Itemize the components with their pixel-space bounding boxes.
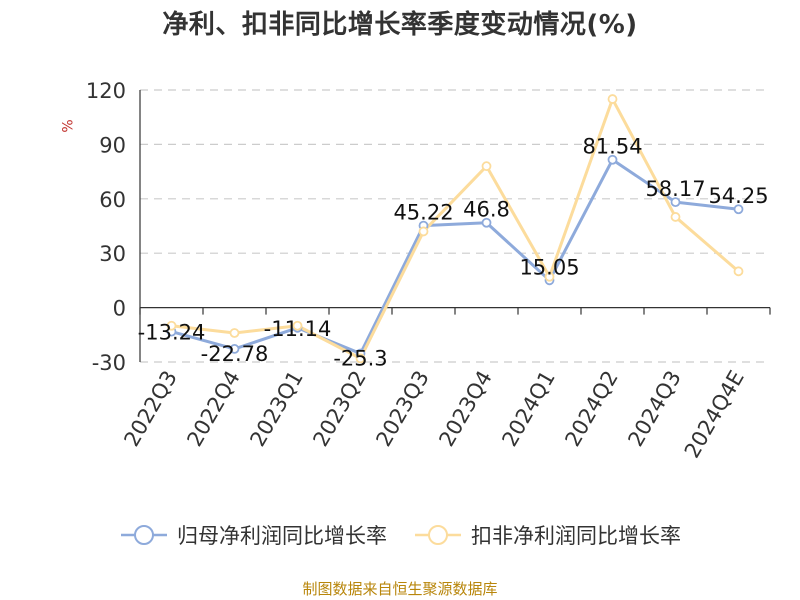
data-point[interactable] xyxy=(481,217,492,228)
legend-item-series1[interactable]: 归母净利润同比增长率 xyxy=(119,520,387,550)
data-label: 15.05 xyxy=(519,255,579,279)
y-tick-label: 120 xyxy=(86,79,126,103)
y-tick-label: 60 xyxy=(99,188,126,212)
data-point[interactable] xyxy=(607,94,618,104)
y-tick-label: 0 xyxy=(113,297,126,321)
data-label: 45.22 xyxy=(393,201,453,225)
legend-marker-series1 xyxy=(121,525,167,545)
data-point[interactable] xyxy=(733,266,744,277)
data-point[interactable] xyxy=(166,320,177,331)
x-tick-label: 2024Q1 xyxy=(497,367,559,451)
y-tick-label: 90 xyxy=(99,133,126,157)
x-tick-label: 2024Q3 xyxy=(623,367,685,451)
data-label: -11.14 xyxy=(264,317,332,341)
x-tick-label: 2022Q4 xyxy=(182,367,244,451)
data-point[interactable] xyxy=(607,154,618,165)
x-tick-label: 2024Q4E xyxy=(680,367,749,463)
legend-label-series1: 归母净利润同比增长率 xyxy=(177,524,387,548)
y-tick-label: 30 xyxy=(99,242,126,266)
x-tick-label: 2023Q2 xyxy=(308,367,370,451)
data-point[interactable] xyxy=(229,328,240,338)
data-point[interactable] xyxy=(481,161,492,172)
data-label: -22.78 xyxy=(201,342,269,366)
data-point[interactable] xyxy=(544,271,555,282)
data-point[interactable] xyxy=(355,353,366,364)
data-label: 46.8 xyxy=(463,198,510,222)
x-tick-label: 2022Q3 xyxy=(119,367,181,451)
x-tick-label: 2023Q1 xyxy=(245,367,307,451)
data-source: 制图数据来自恒生聚源数据库 xyxy=(302,580,498,598)
data-label: -25.3 xyxy=(333,346,387,370)
y-tick-label: -30 xyxy=(92,351,126,375)
x-tick-label: 2023Q4 xyxy=(434,367,496,451)
data-point[interactable] xyxy=(292,320,303,331)
data-label: 58.17 xyxy=(645,177,705,201)
data-point[interactable] xyxy=(670,197,681,208)
data-point[interactable] xyxy=(670,212,681,222)
legend-item-series2[interactable]: 扣非净利润同比增长率 xyxy=(413,520,681,550)
series-line-2 xyxy=(171,97,740,360)
data-label: 54.25 xyxy=(708,184,768,208)
data-label: 81.54 xyxy=(582,135,642,159)
data-label: -13.24 xyxy=(138,321,206,345)
series-line-1 xyxy=(171,158,739,355)
x-tick-label: 2023Q3 xyxy=(371,367,433,451)
data-point[interactable] xyxy=(229,344,240,354)
legend-label-series2: 扣非净利润同比增长率 xyxy=(471,524,681,548)
legend-marker-series2 xyxy=(415,525,461,545)
legend: 归母净利润同比增长率 扣非净利润同比增长率 xyxy=(0,520,800,550)
x-tick-label: 2024Q2 xyxy=(560,367,622,451)
chart-title: 净利、扣非同比增长率季度变动情况(%) xyxy=(162,10,638,40)
data-point[interactable] xyxy=(418,226,429,237)
data-point[interactable] xyxy=(733,204,744,215)
